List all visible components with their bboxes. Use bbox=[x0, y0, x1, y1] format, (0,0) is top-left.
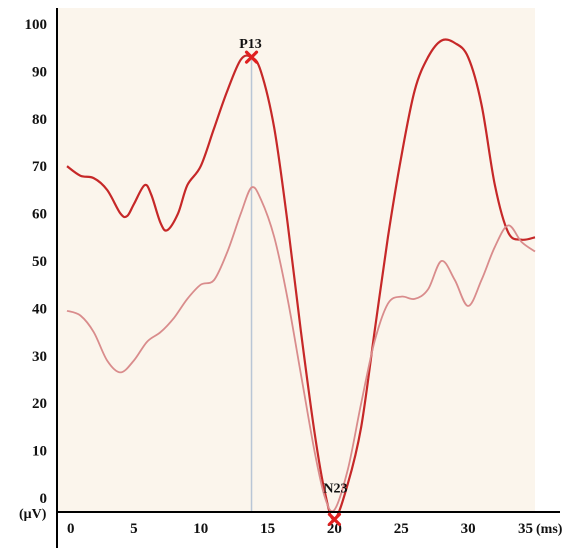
peak-marker-p13 bbox=[244, 50, 259, 64]
peak-label-p13: P13 bbox=[239, 37, 262, 52]
y-tick-label: 90 bbox=[32, 64, 47, 80]
series-line-1 bbox=[66, 38, 536, 521]
y-tick-label: 70 bbox=[32, 159, 47, 175]
x-tick-label: 5 bbox=[130, 521, 138, 537]
x-tick-label: 30 bbox=[461, 521, 476, 537]
x-unit-label: (ms) bbox=[536, 522, 563, 537]
plot-background bbox=[57, 8, 535, 512]
series-line-2 bbox=[66, 186, 536, 513]
x-tick-labels: 0 5 10 15 20 25 30 35 bbox=[67, 521, 533, 537]
y-tick-label: 40 bbox=[32, 301, 47, 317]
x-tick-label: 15 bbox=[260, 521, 275, 537]
y-tick-label: 0 bbox=[40, 491, 48, 507]
axes-group bbox=[56, 8, 560, 548]
y-tick-label: 10 bbox=[32, 444, 47, 460]
x-tick-label: 10 bbox=[193, 521, 208, 537]
annotation-group: P13 N23 bbox=[239, 37, 347, 526]
y-tick-label: 30 bbox=[32, 349, 47, 365]
y-tick-label: 20 bbox=[32, 396, 47, 412]
x-tick-label: 35 bbox=[518, 521, 533, 537]
x-tick-label: 25 bbox=[394, 521, 409, 537]
y-tick-labels: 0 10 20 30 40 50 60 70 80 90 100 bbox=[25, 17, 48, 507]
x-tick-label: 0 bbox=[67, 521, 75, 537]
y-tick-label: 50 bbox=[32, 254, 47, 270]
y-unit-label: (μV) bbox=[19, 507, 47, 522]
y-tick-label: 100 bbox=[25, 17, 48, 33]
peak-label-n23: N23 bbox=[323, 481, 347, 496]
series-group bbox=[66, 38, 536, 521]
y-tick-label: 60 bbox=[32, 207, 47, 223]
y-tick-label: 80 bbox=[32, 112, 47, 128]
peak-marker-n23 bbox=[327, 512, 342, 526]
